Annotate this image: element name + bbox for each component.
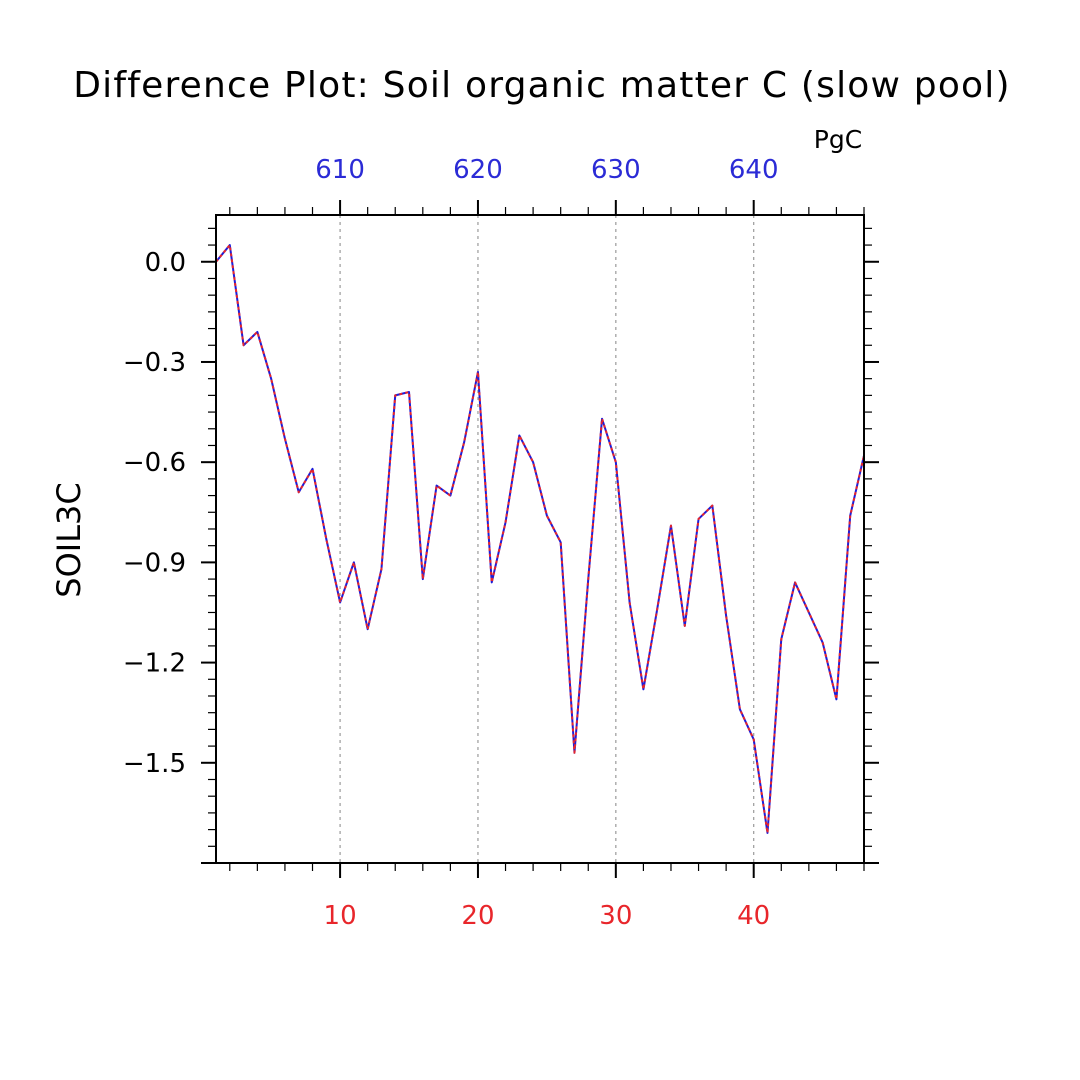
x-bottom-tick-label: 40 bbox=[737, 901, 770, 931]
plot-frame bbox=[215, 214, 865, 864]
y-tick-label: −1.5 bbox=[123, 749, 186, 779]
x-bottom-tick-labels: 10 20 30 40 bbox=[324, 901, 771, 931]
x-top-tick-label: 640 bbox=[729, 155, 779, 185]
x-top-tick-label: 620 bbox=[453, 155, 503, 185]
units-label: PgC bbox=[814, 125, 862, 154]
x-bottom-tick-label: 20 bbox=[461, 901, 494, 931]
series-line-dashed-0 bbox=[215, 244, 865, 834]
y-tick-label: −1.2 bbox=[123, 649, 186, 679]
y-tick-label: −0.3 bbox=[123, 348, 186, 378]
y-tick-label: −0.9 bbox=[123, 548, 186, 578]
x-top-tick-label: 630 bbox=[591, 155, 641, 185]
x-bottom-tick-label: 30 bbox=[599, 901, 632, 931]
x-bottom-tick-label: 10 bbox=[324, 901, 357, 931]
axis-ticks bbox=[201, 200, 879, 878]
x-top-tick-label: 610 bbox=[315, 155, 365, 185]
y-tick-label: 0.0 bbox=[145, 248, 186, 278]
chart-title: Difference Plot: Soil organic matter C (… bbox=[73, 65, 1010, 106]
y-axis-label: SOIL3C bbox=[50, 482, 88, 597]
series-line-solid-0 bbox=[215, 244, 865, 834]
x-top-tick-labels: 610 620 630 640 bbox=[315, 155, 778, 185]
y-tick-labels: 0.0 −0.3 −0.6 −0.9 −1.2 −1.5 bbox=[123, 248, 186, 779]
series-lines bbox=[215, 244, 865, 834]
grid-lines bbox=[339, 215, 755, 863]
y-tick-label: −0.6 bbox=[123, 448, 186, 478]
